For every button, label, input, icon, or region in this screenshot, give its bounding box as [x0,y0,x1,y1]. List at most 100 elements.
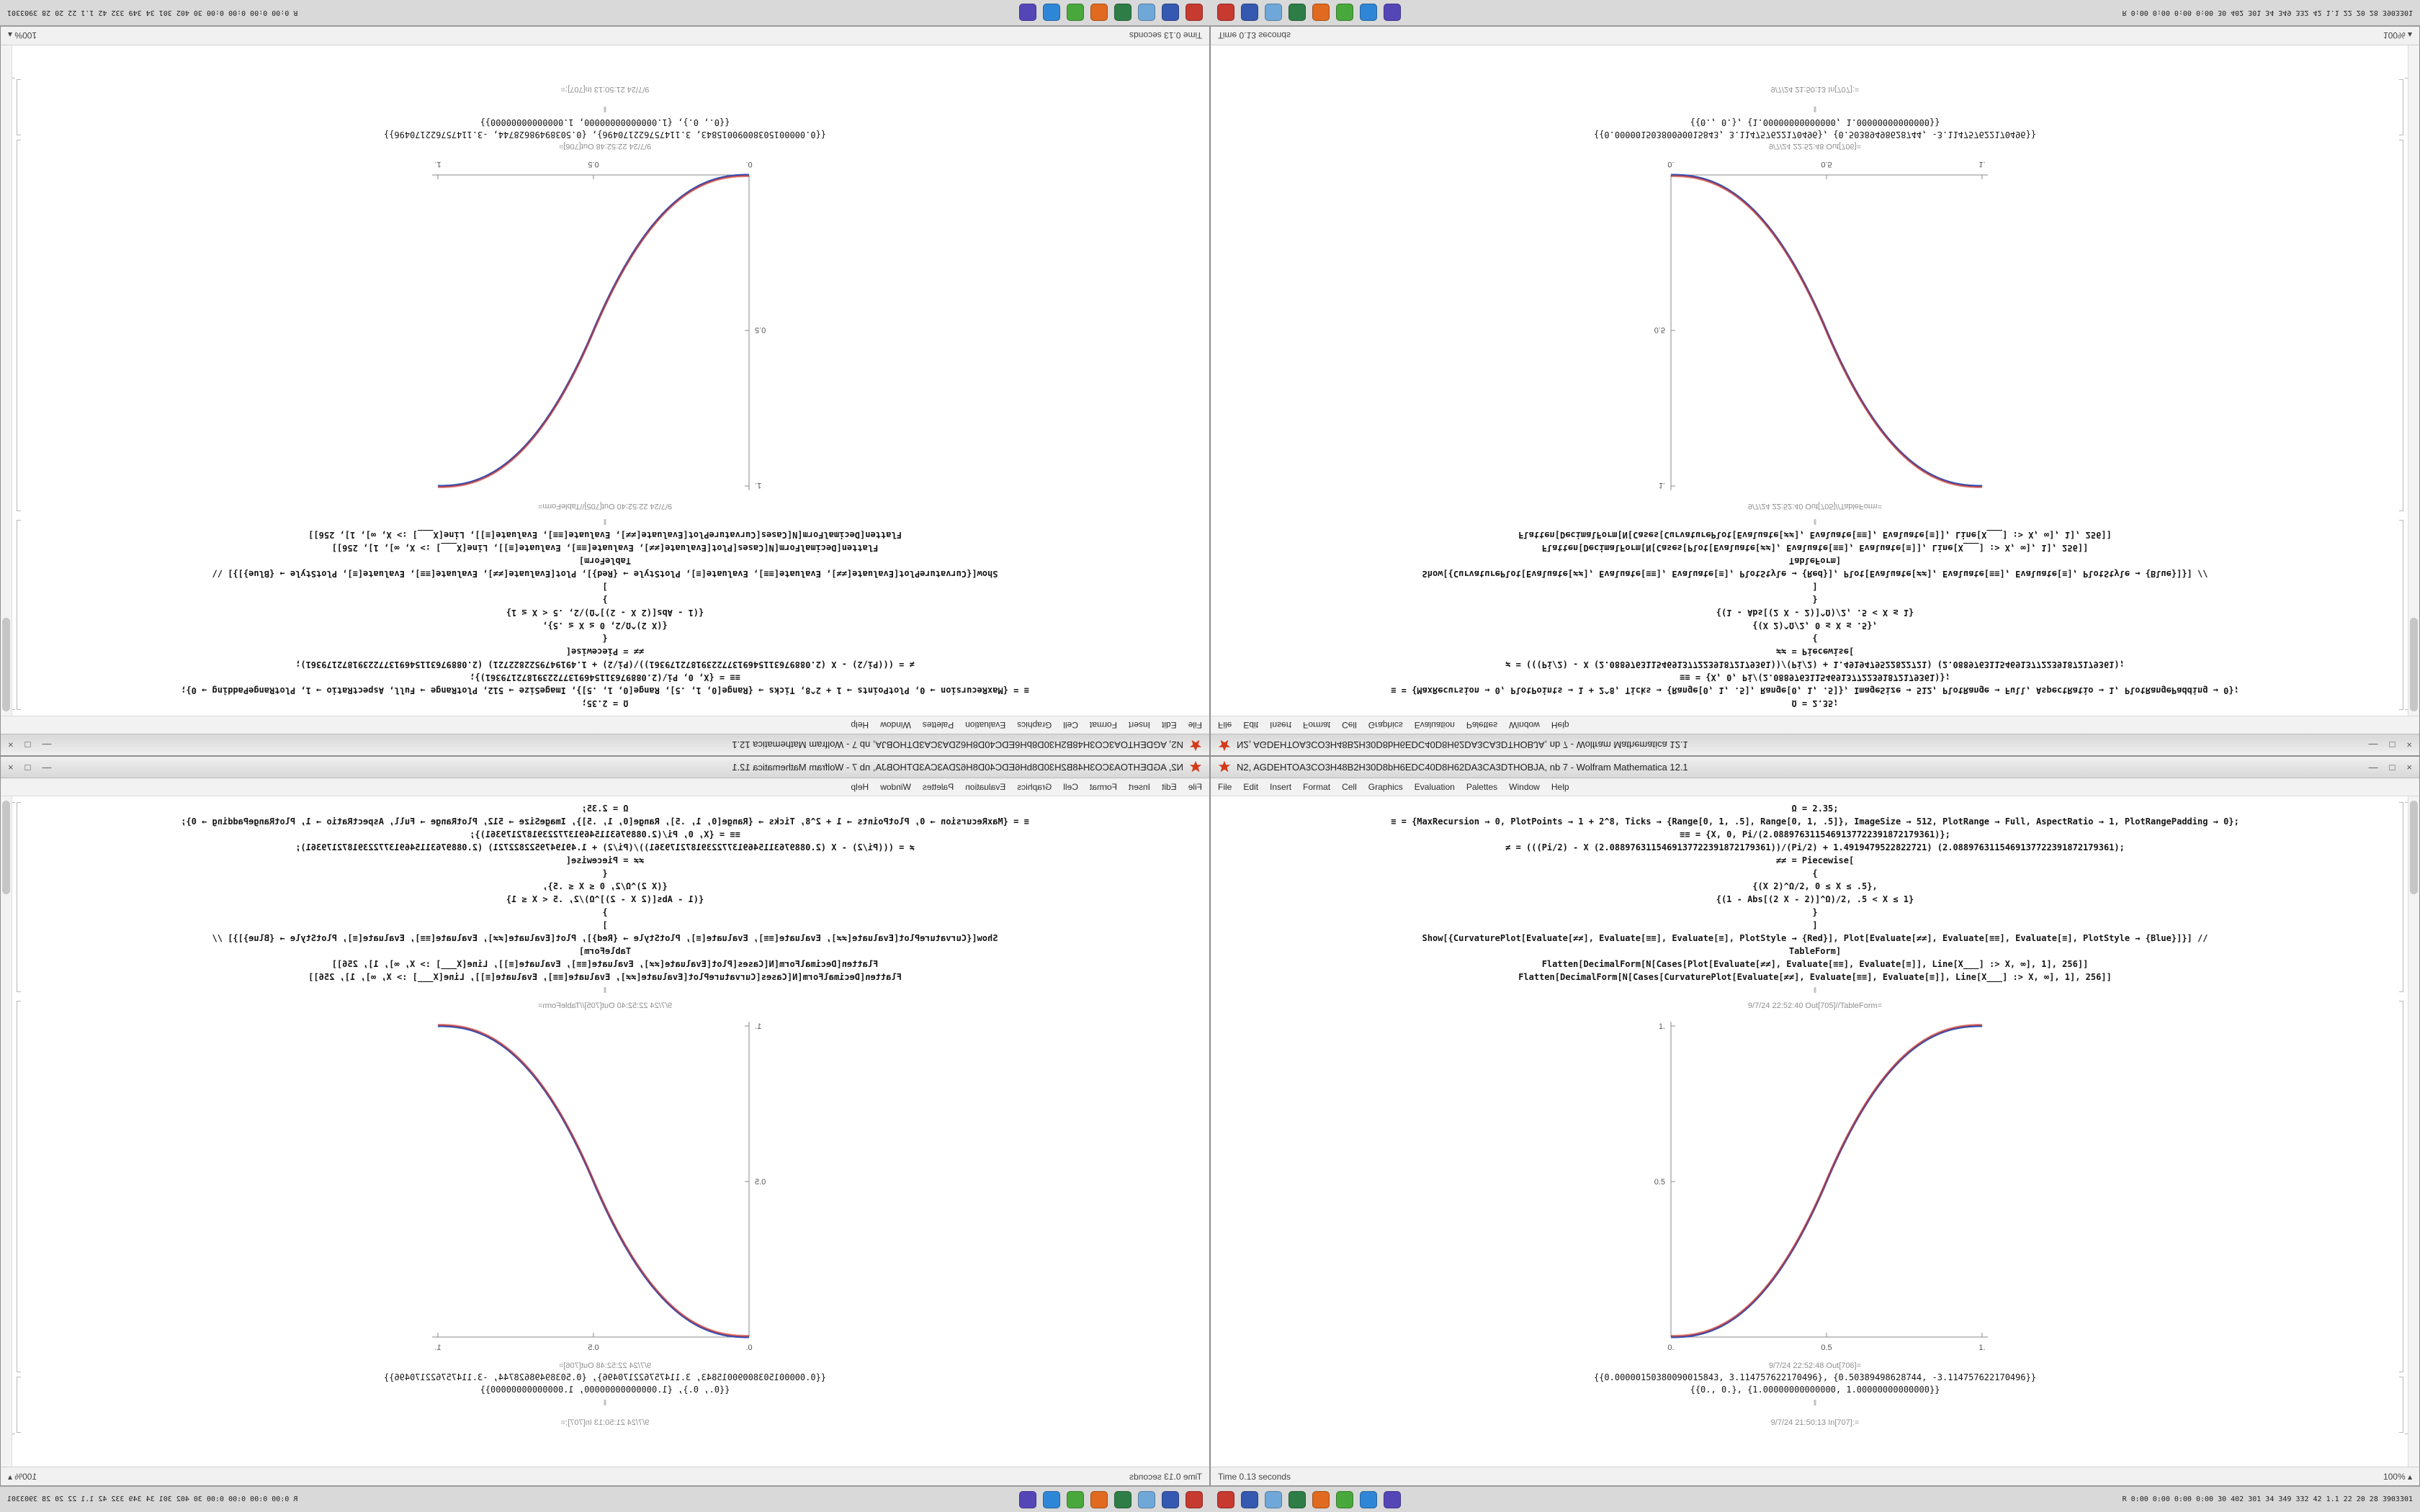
menu-palettes[interactable]: Palettes [922,781,954,792]
input-code-line[interactable]: Flatten[DecimalForm[N[Cases[Plot[Evaluat… [1541,958,2089,969]
input-code-line[interactable]: TableForm] [578,556,632,567]
input-code-line[interactable]: } [602,595,608,606]
taskbar-app-icon-green[interactable] [1067,1490,1084,1508]
scrollbar-thumb[interactable] [2410,800,2418,894]
taskbar-app-icon-lightblue[interactable] [1265,1490,1282,1508]
taskbar-app-icon-blue[interactable] [1162,4,1179,22]
menu-edit[interactable]: Edit [1243,720,1259,731]
scrollbar-thumb[interactable] [2,800,10,894]
taskbar-app-icon-green[interactable] [1336,1490,1353,1508]
input-code-line[interactable]: TableForm] [578,945,632,956]
maximize-button[interactable]: □ [24,739,31,751]
input-code-line[interactable]: Flatten[DecimalForm[N[Cases[CurvaturePlo… [308,530,902,541]
input-code-line[interactable]: TableForm] [1788,556,1842,567]
menu-edit[interactable]: Edit [1161,720,1177,731]
taskbar-app-icon-violet[interactable] [1019,1490,1036,1508]
menu-graphics[interactable]: Graphics [1017,781,1052,792]
menu-insert[interactable]: Insert [1270,720,1292,731]
taskbar-app-icon-red[interactable] [1217,1490,1234,1508]
window-titlebar[interactable]: N2, AGDEHTOA3CO3H48B2H30D8bH6EDC40D8H62D… [1,734,1209,755]
input-code-line[interactable]: ≡≡ = {X, 0, Pi/(2.0889763115469137722391… [470,672,740,683]
input-code-line[interactable]: {(X 2)^Ω/2, 0 ≤ X ≤ .5}, [542,621,668,631]
menu-palettes[interactable]: Palettes [1466,781,1498,792]
taskbar-app-icon-skyblue[interactable] [1360,4,1377,22]
taskbar-app-icon-red[interactable] [1186,1490,1203,1508]
menu-format[interactable]: Format [1089,720,1117,731]
input-code-line[interactable]: ≠ = (((Pi/2) - X (2.08897631154691377223… [295,660,915,670]
taskbar-app-icon-blue[interactable] [1241,4,1258,22]
input-code-line[interactable]: Flatten[DecimalForm[N[Cases[Plot[Evaluat… [331,543,879,554]
input-code-line[interactable]: Flatten[DecimalForm[N[Cases[Plot[Evaluat… [1541,543,2089,554]
taskbar-app-icon-orange[interactable] [1090,1490,1108,1508]
menu-evaluation[interactable]: Evaluation [965,781,1006,792]
taskbar-app-icon-darkgreen[interactable] [1114,1490,1131,1508]
input-code-line[interactable]: { [1812,868,1818,878]
input-code-line[interactable]: { [602,634,608,644]
taskbar-app-icon-skyblue[interactable] [1043,1490,1060,1508]
input-code-line[interactable]: } [1812,595,1818,606]
input-code-line[interactable]: Ω = 2.35; [581,803,629,814]
input-code-line[interactable]: ] [1812,919,1818,930]
input-code-line[interactable]: Show[{CurvaturePlot[Evaluate[≠≠], Evalua… [1422,569,2208,580]
input-code-line[interactable]: ≠ = (((Pi/2) - X (2.08897631154691377223… [295,842,915,852]
menu-insert[interactable]: Insert [1128,781,1150,792]
cell-bracket[interactable] [2399,140,2403,512]
menu-insert[interactable]: Insert [1128,720,1150,731]
menu-cell[interactable]: Cell [1063,720,1078,731]
input-code-line[interactable]: ≠≠ = Piecewise[ [1775,647,1855,657]
menu-graphics[interactable]: Graphics [1368,720,1403,731]
maximize-button[interactable]: □ [2389,761,2396,773]
menu-file[interactable]: File [1218,781,1232,792]
taskbar-app-icon-orange[interactable] [1312,1490,1330,1508]
taskbar-app-icon-lightblue[interactable] [1138,4,1155,22]
menu-help[interactable]: Help [851,720,869,731]
cell-bracket[interactable] [17,520,21,711]
magnification-control[interactable]: 100% ▴ [2383,30,2412,41]
notebook-content[interactable]: Ω = 2.35; ≡ = {MaxRecursion → 0, PlotPoin… [1,796,1209,1467]
minimize-button[interactable]: — [2368,761,2378,773]
input-code-line[interactable]: TableForm] [1788,945,1842,956]
vertical-scrollbar[interactable] [2408,796,2419,1467]
menu-palettes[interactable]: Palettes [922,720,954,731]
menu-graphics[interactable]: Graphics [1368,781,1403,792]
menu-help[interactable]: Help [1551,720,1569,731]
menu-help[interactable]: Help [1551,781,1569,792]
input-code-line[interactable]: ] [1812,582,1818,593]
minimize-button[interactable]: — [42,739,52,751]
input-code-line[interactable]: {(1 - Abs[(2 X - 2)]^Ω)/2, .5 < X ≤ 1} [1716,608,1914,618]
taskbar-app-icon-darkgreen[interactable] [1289,4,1306,22]
taskbar-app-icon-violet[interactable] [1384,1490,1401,1508]
menu-window[interactable]: Window [1509,781,1540,792]
notebook-content[interactable]: Ω = 2.35; ≡ = {MaxRecursion → 0, PlotPoin… [1,45,1209,716]
input-code-line[interactable]: ≡ = {MaxRecursion → 0, PlotPoints → 1 + … [1391,685,2239,696]
taskbar-app-icon-violet[interactable] [1019,4,1036,22]
menu-file[interactable]: File [1188,781,1202,792]
menu-help[interactable]: Help [851,781,869,792]
vertical-scrollbar[interactable] [1,796,12,1467]
menu-evaluation[interactable]: Evaluation [1414,720,1455,731]
cell-bracket[interactable] [17,801,21,992]
close-button[interactable]: × [8,739,14,751]
cell-bracket[interactable] [2399,520,2403,711]
menu-cell[interactable]: Cell [1342,781,1357,792]
input-code-line[interactable]: {(X 2)^Ω/2, 0 ≤ X ≤ .5}, [1752,881,1878,891]
input-code-line[interactable]: ≡ = {MaxRecursion → 0, PlotPoints → 1 + … [181,816,1029,827]
vertical-scrollbar[interactable] [2408,45,2419,716]
minimize-button[interactable]: — [2368,739,2378,751]
menu-edit[interactable]: Edit [1243,781,1259,792]
window-titlebar[interactable]: N2, AGDEHTOA3CO3H48B2H30D8bH6EDC40D8H62D… [1,757,1209,778]
input-code-line[interactable]: ≡≡ = {X, 0, Pi/(2.0889763115469137722391… [1680,829,1950,840]
taskbar-app-icon-lightblue[interactable] [1138,1490,1155,1508]
menu-file[interactable]: File [1218,720,1232,731]
input-code-line[interactable]: ≡≡ = {X, 0, Pi/(2.0889763115469137722391… [470,829,740,840]
magnification-control[interactable]: 100% ▴ [8,1471,37,1482]
vertical-scrollbar[interactable] [1,45,12,716]
input-code-line[interactable]: { [602,868,608,878]
window-titlebar[interactable]: N2, AGDEHTOA3CO3H48B2H30D8bH6EDC40D8H62D… [1211,757,2419,778]
input-code-line[interactable]: { [1812,634,1818,644]
input-code-line[interactable]: Flatten[DecimalForm[N[Cases[CurvaturePlo… [1518,530,2112,541]
notebook-content[interactable]: Ω = 2.35; ≡ = {MaxRecursion → 0, PlotPoin… [1211,796,2419,1467]
input-code-line[interactable]: Show[{CurvaturePlot[Evaluate[≠≠], Evalua… [212,569,998,580]
input-code-line[interactable]: ] [602,582,608,593]
cell-bracket[interactable] [2399,79,2403,136]
